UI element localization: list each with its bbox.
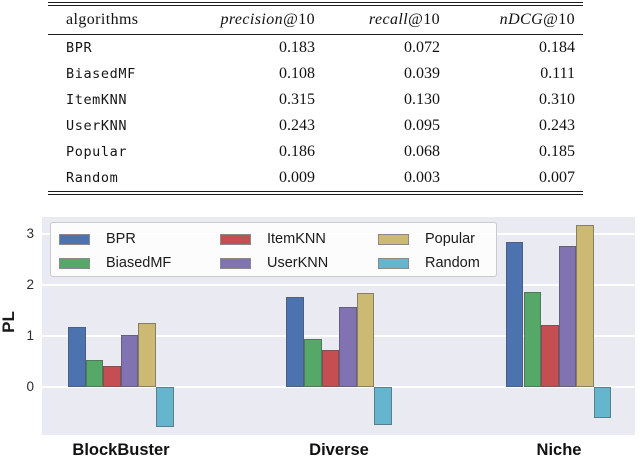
legend-item: UserKNN (220, 251, 378, 275)
precision-value: 0.315 (279, 91, 315, 108)
legend-swatch-userknn (220, 257, 251, 269)
header-precision: precision@10 (190, 6, 317, 35)
legend-label: Popular (425, 231, 475, 247)
legend-swatch-random (378, 257, 409, 269)
header-recall-suffix: @10 (408, 11, 440, 28)
precision-value: 0.183 (279, 39, 315, 56)
header-ndcg-suffix: @10 (543, 11, 575, 28)
results-table: algorithms precision@10 recall@10 nDCG@1… (48, 2, 583, 195)
header-ndcg: nDCG@10 (445, 6, 583, 35)
ndcg-value: 0.243 (539, 117, 575, 134)
x-category-label: Niche (536, 441, 582, 459)
bar-Diverse-Popular (356, 292, 375, 387)
bar-Diverse-UserKNN (339, 306, 357, 387)
bar-BlockBuster-ItemKNN (103, 366, 121, 387)
algorithm-name: UserKNN (66, 118, 128, 134)
y-tick-label: 2 (26, 277, 34, 292)
algorithm-name: Random (66, 170, 119, 186)
bar-BlockBuster-Random (156, 386, 174, 427)
bar-Diverse-BPR (286, 296, 304, 387)
y-tick-label: 1 (26, 328, 34, 343)
header-precision-suffix: @10 (283, 11, 315, 28)
bar-Niche-BPR (505, 242, 524, 387)
legend-swatch-bpr (59, 233, 90, 245)
table-row: BPR 0.183 0.072 0.184 (48, 35, 583, 62)
bar-Diverse-Random (374, 386, 392, 425)
table-row: Popular 0.186 0.068 0.185 (48, 139, 583, 165)
ndcg-value: 0.310 (539, 91, 575, 108)
legend-item: BiasedMF (59, 251, 220, 275)
header-ndcg-word: nDCG (499, 11, 544, 28)
table-header-row: algorithms precision@10 recall@10 nDCG@1… (48, 6, 583, 35)
algorithm-name: BPR (66, 40, 93, 56)
legend-swatch-itemknn (220, 233, 251, 245)
ndcg-value: 0.007 (539, 169, 575, 186)
legend-label: Random (425, 255, 480, 271)
algorithm-name: BiasedMF (66, 66, 136, 82)
table-row: BiasedMF 0.108 0.039 0.111 (48, 61, 583, 87)
recall-value: 0.072 (404, 39, 440, 56)
algorithm-name: ItemKNN (66, 92, 128, 108)
bar-Niche-Random (593, 386, 612, 418)
bar-Niche-Popular (576, 225, 594, 387)
header-recall-word: recall (368, 11, 409, 28)
bar-Niche-UserKNN (558, 245, 577, 387)
ndcg-value: 0.111 (540, 65, 575, 82)
x-category-label: BlockBuster (72, 441, 170, 459)
legend-swatch-popular (378, 233, 409, 245)
ndcg-value: 0.184 (539, 39, 575, 56)
table-row: UserKNN 0.243 0.095 0.243 (48, 113, 583, 139)
legend-item: BPR (59, 227, 220, 251)
recall-value: 0.095 (404, 117, 440, 134)
precision-value: 0.009 (279, 169, 315, 186)
gridline (42, 284, 635, 287)
recall-value: 0.003 (404, 169, 440, 186)
header-algorithms: algorithms (48, 6, 190, 35)
header-precision-word: precision (220, 11, 284, 28)
header-recall: recall@10 (317, 6, 445, 35)
legend-label: ItemKNN (267, 231, 326, 247)
bar-Diverse-ItemKNN (321, 350, 340, 387)
precision-value: 0.186 (279, 143, 315, 160)
plot-area (42, 217, 635, 435)
bar-Niche-BiasedMF (523, 291, 542, 387)
legend-label: BiasedMF (106, 255, 172, 271)
bar-BlockBuster-BiasedMF (85, 359, 104, 387)
bar-BlockBuster-BPR (68, 326, 86, 387)
ndcg-value: 0.185 (539, 143, 575, 160)
gridline (42, 385, 635, 388)
gridline (42, 334, 635, 337)
recall-value: 0.130 (404, 91, 440, 108)
recall-value: 0.039 (404, 65, 440, 82)
legend-swatch-biasedmf (59, 257, 90, 269)
algorithm-name: Popular (66, 144, 128, 160)
bar-BlockBuster-Popular (138, 323, 156, 387)
legend-item: Popular (378, 227, 496, 251)
y-tick-label: 3 (26, 226, 34, 241)
recall-value: 0.068 (404, 143, 440, 160)
legend-label: UserKNN (267, 255, 329, 271)
table-top-rule (48, 2, 583, 6)
bar-BlockBuster-UserKNN (120, 334, 139, 387)
bar-Niche-ItemKNN (541, 325, 559, 387)
table-row: ItemKNN 0.315 0.130 0.310 (48, 87, 583, 113)
legend-item: ItemKNN (220, 227, 378, 251)
legend-label: BPR (106, 231, 136, 247)
legend-item: Random (378, 251, 496, 275)
precision-value: 0.108 (279, 65, 315, 82)
precision-value: 0.243 (279, 117, 315, 134)
y-tick-label: 0 (26, 379, 34, 394)
x-category-label: Diverse (309, 441, 369, 459)
chart-legend: BPR BiasedMF ItemKNN UserKNN Popular Ran… (50, 222, 497, 277)
table-bottom-rule (48, 191, 583, 195)
table-row: Random 0.009 0.003 0.007 (48, 165, 583, 191)
bar-Diverse-BiasedMF (304, 339, 322, 387)
